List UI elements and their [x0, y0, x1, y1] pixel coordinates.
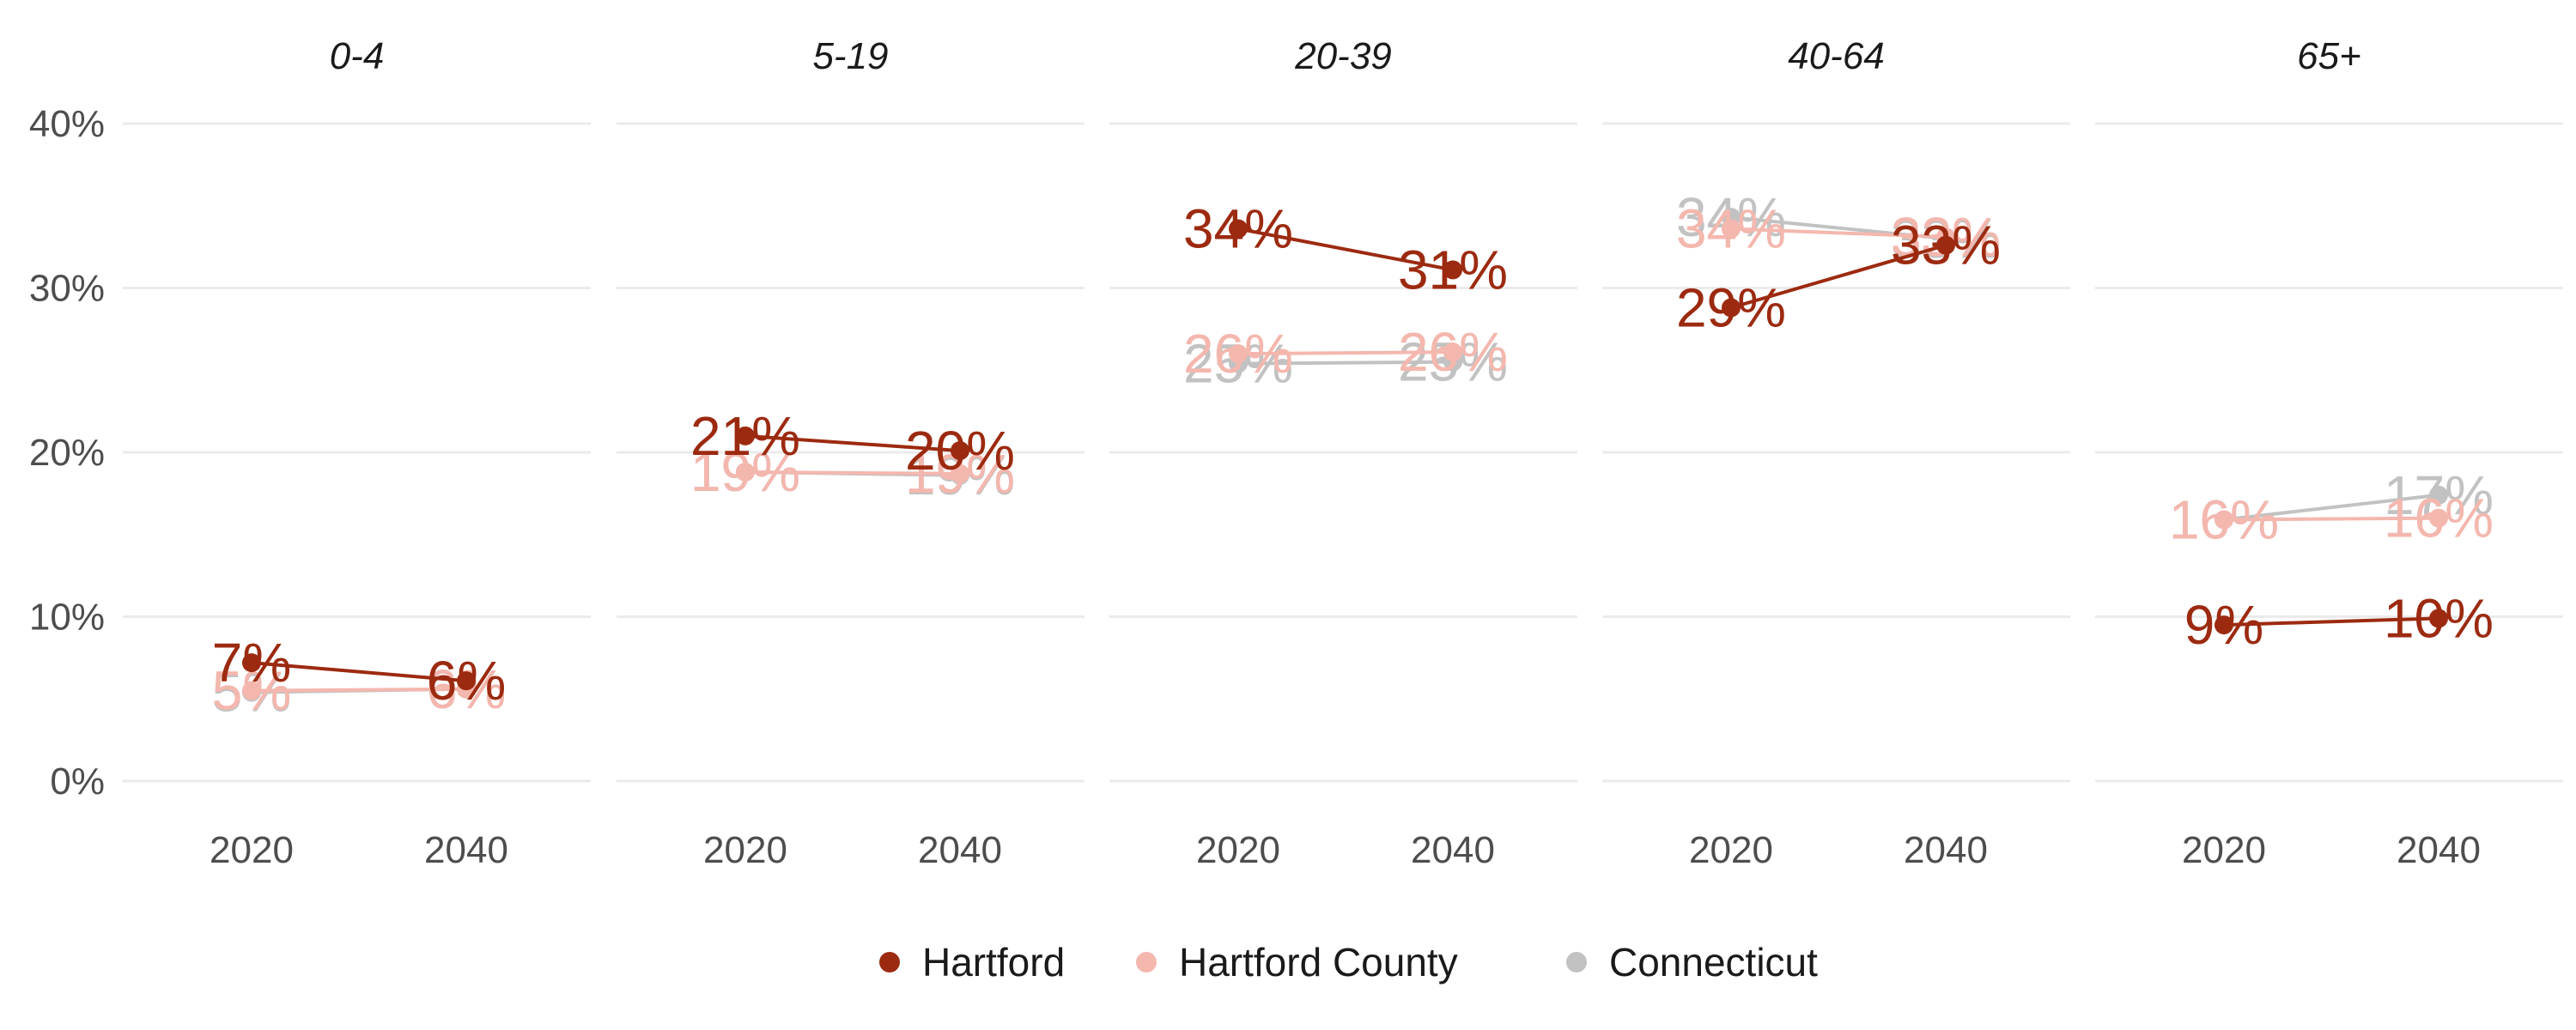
data-label: 19%: [690, 441, 800, 503]
y-tick-label: 10%: [29, 597, 105, 639]
series-line: [744, 470, 961, 476]
facet-title: 40-64: [1788, 35, 1885, 77]
data-label: 21%: [690, 405, 800, 467]
series-hartford: 34% 31%: [1183, 198, 1508, 301]
data-point: [1722, 298, 1741, 318]
facet-title: 5-19: [812, 35, 888, 77]
series-line: [251, 687, 467, 693]
data-label: 7%: [212, 632, 292, 694]
data-point: [457, 671, 476, 691]
facet-title: 65+: [2297, 35, 2361, 77]
series-line: [744, 433, 961, 453]
data-point: [2215, 615, 2233, 635]
legend-item-hartford-county: Hartford County: [1136, 940, 1458, 985]
data-point: [242, 681, 261, 700]
series-hartford: 9% 10%: [2184, 587, 2494, 656]
legend-item-connecticut: Connecticut: [1566, 940, 1818, 985]
series-hartford-county: 16% 16%: [2169, 488, 2494, 551]
series-line: [1237, 360, 1454, 366]
data-point: [2429, 609, 2448, 628]
data-label: 33%: [1891, 215, 2001, 276]
data-label: 9%: [2184, 594, 2264, 656]
x-tick-label: 2020: [2182, 829, 2266, 871]
data-label: 16%: [2169, 489, 2279, 551]
x-tick-label: 2040: [2397, 829, 2481, 871]
facet-panel-65+: 65+2020204016%17%16%16%9%10%: [2095, 35, 2563, 871]
x-tick-label: 2020: [703, 829, 787, 871]
x-tick-label: 2020: [210, 829, 294, 871]
data-point: [951, 441, 969, 461]
data-point: [2215, 510, 2233, 530]
series-line: [2223, 516, 2439, 522]
data-label: 16%: [2384, 488, 2494, 549]
data-label: 34%: [1183, 198, 1293, 260]
data-label: 6%: [427, 650, 507, 712]
data-point: [1443, 342, 1462, 362]
legend-key: [1566, 952, 1587, 972]
series-line: [2223, 616, 2439, 627]
data-point: [1229, 219, 1248, 239]
facet-title: 20-39: [1294, 35, 1392, 77]
data-point: [1936, 235, 1955, 255]
data-label: 25%: [1398, 331, 1508, 393]
x-tick-label: 2040: [424, 829, 508, 871]
legend-key: [879, 952, 900, 972]
data-point: [736, 426, 755, 445]
y-tick-label: 30%: [29, 268, 105, 310]
legend-key: [1136, 952, 1157, 972]
series-line: [1730, 243, 1947, 310]
data-point: [736, 462, 755, 482]
data-label: 25%: [1183, 333, 1293, 395]
legend-label: Connecticut: [1609, 940, 1818, 985]
data-point: [242, 653, 261, 673]
series-line: [2223, 493, 2439, 522]
series-hartford: 29% 33%: [1676, 215, 2001, 339]
data-point: [951, 464, 969, 483]
y-tick-label: 40%: [29, 103, 105, 145]
data-label: 20%: [905, 420, 1015, 482]
data-label: 26%: [1183, 323, 1293, 385]
data-label: 29%: [1676, 276, 1786, 338]
series-hartford: 21% 20%: [690, 405, 1015, 482]
data-label: 26%: [1398, 321, 1508, 383]
x-tick-label: 2040: [1904, 829, 1988, 871]
series-line: [1237, 350, 1454, 356]
legend: Hartford Hartford County Connecticut: [879, 940, 1818, 985]
data-label: 31%: [1398, 239, 1508, 300]
legend-item-hartford: Hartford: [879, 940, 1065, 985]
data-point: [1229, 344, 1248, 364]
data-point: [2429, 508, 2448, 528]
x-tick-label: 2020: [1689, 829, 1773, 871]
series-line: [1730, 227, 1947, 239]
y-axis: 0% 10% 20% 30% 40%: [29, 103, 105, 803]
facet-title: 0-4: [330, 35, 385, 77]
series-line: [251, 661, 467, 683]
legend-label: Hartford: [922, 940, 1065, 985]
x-tick-label: 2040: [1411, 829, 1495, 871]
y-tick-label: 0%: [50, 760, 105, 803]
series-hartford-county: 26% 26%: [1183, 321, 1508, 385]
y-tick-label: 20%: [29, 432, 105, 474]
x-tick-label: 2040: [918, 829, 1002, 871]
data-point: [1722, 219, 1741, 239]
data-point: [2429, 485, 2448, 505]
legend-label: Hartford County: [1179, 940, 1458, 985]
data-label: 10%: [2384, 587, 2494, 649]
series-hartford: 7% 6%: [212, 632, 507, 712]
data-point: [1443, 260, 1462, 280]
facet-panels: 0-4202020405%6%5%6%7%6%5-192020204019%19…: [123, 35, 2563, 871]
series-line: [1237, 227, 1454, 272]
x-tick-label: 2020: [1196, 829, 1280, 871]
data-label: 34%: [1676, 198, 1786, 260]
